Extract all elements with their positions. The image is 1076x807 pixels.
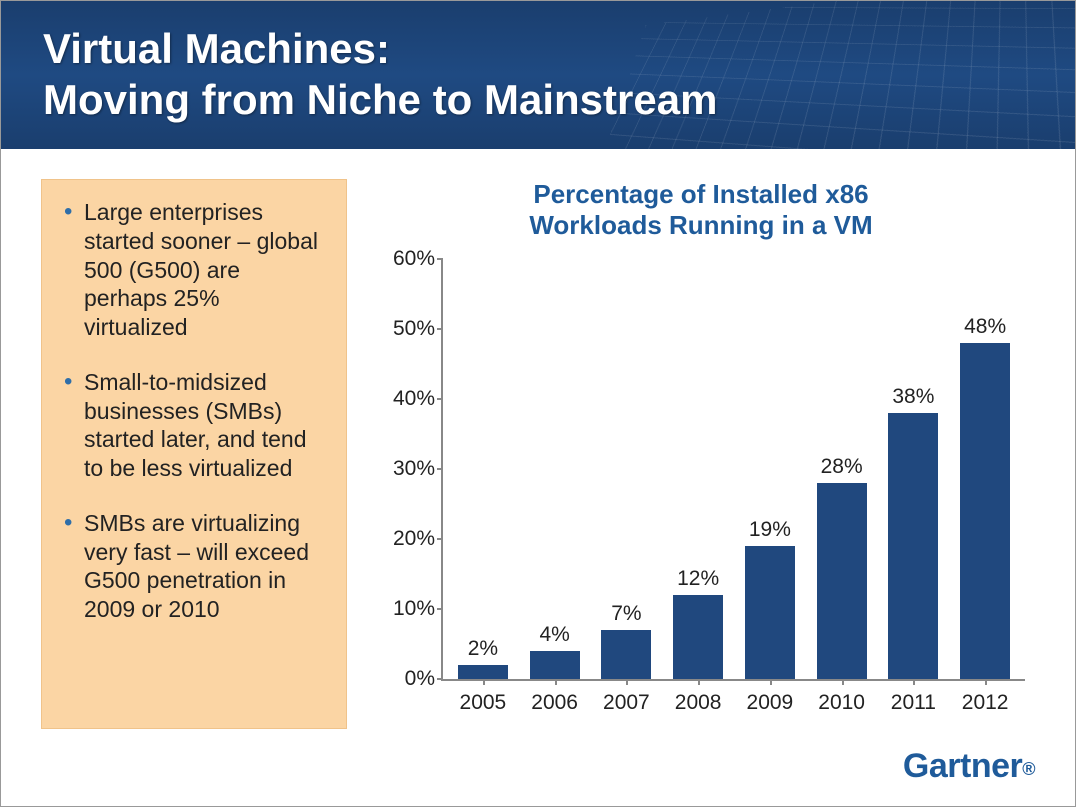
bullet-panel: Large enterprises started sooner – globa…	[41, 179, 347, 729]
bar-value-label: 38%	[892, 385, 934, 409]
y-tick-mark	[437, 328, 443, 330]
y-tick-label: 50%	[383, 317, 435, 341]
bullet-list: Large enterprises started sooner – globa…	[64, 198, 328, 624]
title-line-2: Moving from Niche to Mainstream	[43, 74, 1033, 125]
logo-dot: ®	[1022, 759, 1035, 779]
x-tick-label: 2008	[662, 691, 734, 715]
bar-column: 48%2012	[949, 259, 1021, 679]
bar	[530, 651, 580, 679]
y-tick-label: 40%	[383, 387, 435, 411]
bar-chart: 2%20054%20067%200712%200819%200928%20103…	[375, 249, 1035, 729]
x-tick-mark	[842, 679, 844, 685]
logo-text: Gartner	[903, 747, 1022, 785]
x-tick-label: 2010	[806, 691, 878, 715]
y-tick-mark	[437, 538, 443, 540]
bar-column: 28%2010	[806, 259, 878, 679]
x-tick-label: 2011	[878, 691, 950, 715]
y-tick-label: 60%	[383, 247, 435, 271]
y-tick-label: 20%	[383, 527, 435, 551]
y-tick-mark	[437, 468, 443, 470]
bar	[458, 665, 508, 679]
slide-content: Large enterprises started sooner – globa…	[1, 149, 1075, 729]
bar-column: 7%2007	[591, 259, 663, 679]
bar	[817, 483, 867, 679]
bar-value-label: 19%	[749, 518, 791, 542]
y-tick-label: 10%	[383, 597, 435, 621]
bar-value-label: 4%	[539, 623, 569, 647]
bar-column: 38%2011	[878, 259, 950, 679]
x-tick-label: 2012	[949, 691, 1021, 715]
chart-container: Percentage of Installed x86 Workloads Ru…	[357, 179, 1055, 729]
chart-title-line-2: Workloads Running in a VM	[529, 210, 872, 240]
bullet-item: SMBs are virtualizing very fast – will e…	[64, 509, 328, 624]
title-line-1: Virtual Machines:	[43, 23, 1033, 74]
x-tick-label: 2005	[447, 691, 519, 715]
bar-value-label: 12%	[677, 567, 719, 591]
x-tick-label: 2006	[519, 691, 591, 715]
x-tick-mark	[626, 679, 628, 685]
bar-column: 4%2006	[519, 259, 591, 679]
x-tick-mark	[483, 679, 485, 685]
bar-value-label: 48%	[964, 315, 1006, 339]
bar	[888, 413, 938, 679]
bullet-item: Small-to-midsized businesses (SMBs) star…	[64, 368, 328, 483]
y-tick-mark	[437, 608, 443, 610]
bar-column: 2%2005	[447, 259, 519, 679]
y-tick-label: 0%	[383, 667, 435, 691]
x-tick-mark	[698, 679, 700, 685]
x-tick-mark	[913, 679, 915, 685]
bar-value-label: 7%	[611, 602, 641, 626]
bar	[673, 595, 723, 679]
y-tick-mark	[437, 398, 443, 400]
bar	[601, 630, 651, 679]
bar-value-label: 2%	[468, 637, 498, 661]
y-tick-mark	[437, 258, 443, 260]
x-tick-mark	[985, 679, 987, 685]
gartner-logo: Gartner®	[903, 747, 1035, 786]
bar-column: 19%2009	[734, 259, 806, 679]
bar-value-label: 28%	[821, 455, 863, 479]
chart-title-line-1: Percentage of Installed x86	[533, 179, 868, 209]
x-tick-label: 2009	[734, 691, 806, 715]
chart-title: Percentage of Installed x86 Workloads Ru…	[367, 179, 1035, 241]
plot-area: 2%20054%20067%200712%200819%200928%20103…	[441, 259, 1025, 681]
bars-group: 2%20054%20067%200712%200819%200928%20103…	[443, 259, 1025, 679]
bullet-item: Large enterprises started sooner – globa…	[64, 198, 328, 342]
bar	[960, 343, 1010, 679]
y-tick-mark	[437, 678, 443, 680]
bar-column: 12%2008	[662, 259, 734, 679]
x-tick-label: 2007	[591, 691, 663, 715]
bar	[745, 546, 795, 679]
slide-header: Virtual Machines: Moving from Niche to M…	[1, 1, 1075, 149]
x-tick-mark	[555, 679, 557, 685]
y-tick-label: 30%	[383, 457, 435, 481]
x-tick-mark	[770, 679, 772, 685]
